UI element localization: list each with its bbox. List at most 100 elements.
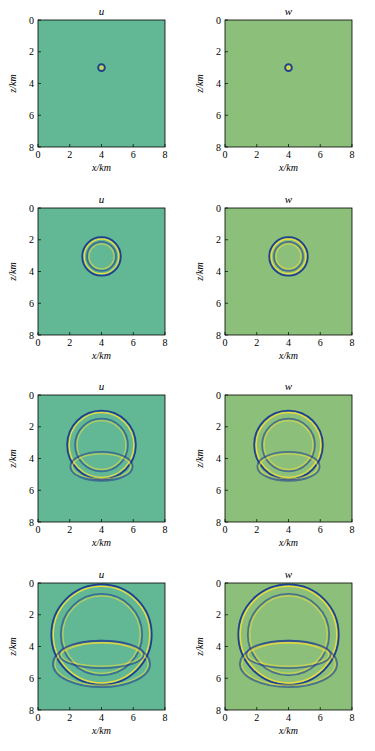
x-label: x/km [91, 162, 111, 173]
wavefront-dark [240, 641, 337, 687]
x-tick-label: 2 [254, 712, 259, 723]
x-tick-label: 8 [350, 149, 355, 160]
x-tick [165, 144, 166, 147]
y-tick-label: 6 [29, 673, 34, 684]
y-tick [38, 303, 41, 304]
y-tick-label: 6 [216, 485, 221, 496]
x-label: x/km [91, 537, 111, 548]
x-tick-label: 0 [223, 712, 228, 723]
y-label: z/km [194, 74, 205, 93]
y-tick-label: 2 [29, 234, 34, 245]
x-tick [352, 707, 353, 710]
y-tick [38, 271, 41, 272]
x-tick-label: 2 [67, 712, 72, 723]
x-tick [225, 332, 226, 335]
y-tick-label: 8 [29, 517, 34, 528]
x-tick-label: 0 [36, 712, 41, 723]
panel: 0246802468wx/kmz/km [194, 568, 355, 736]
x-tick [288, 707, 289, 710]
wavefronts [254, 411, 323, 481]
wavefront-dark [98, 64, 105, 71]
y-tick-label: 6 [29, 110, 34, 121]
panel: 0246802468wx/kmz/km [194, 5, 355, 173]
wavefront-dark [274, 242, 303, 271]
panel: 0246802468wx/kmz/km [194, 380, 355, 548]
wavefront-bright [63, 596, 140, 673]
x-tick-label: 0 [36, 149, 41, 160]
wavefront-dark [53, 641, 150, 687]
x-tick [69, 144, 70, 147]
y-tick-label: 0 [29, 390, 34, 401]
wavefront-dark [285, 64, 292, 71]
y-tick [38, 395, 41, 396]
y-tick [225, 335, 228, 336]
x-tick-label: 2 [67, 149, 72, 160]
x-tick [225, 707, 226, 710]
frame [225, 208, 352, 335]
x-label: x/km [91, 350, 111, 361]
x-tick [69, 519, 70, 522]
x-tick [165, 332, 166, 335]
y-tick-label: 0 [29, 578, 34, 589]
y-tick [225, 583, 228, 584]
x-tick [320, 519, 321, 522]
y-tick [38, 83, 41, 84]
panel: 0246802468ux/kmz/km [7, 5, 168, 173]
wavefront-dark [262, 419, 315, 472]
y-label: z/km [7, 449, 18, 468]
wavefront-bright [264, 421, 313, 470]
y-tick [225, 646, 228, 647]
y-tick [225, 271, 228, 272]
frame [38, 395, 165, 522]
y-tick [225, 522, 228, 523]
y-tick-label: 8 [216, 705, 221, 716]
y-tick-label: 0 [216, 578, 221, 589]
x-tick-label: 0 [223, 337, 228, 348]
wavefront-bright [72, 454, 130, 479]
y-tick [38, 208, 41, 209]
y-tick [38, 115, 41, 116]
x-tick [320, 332, 321, 335]
frame [38, 20, 165, 147]
background [38, 395, 165, 522]
x-tick [133, 332, 134, 335]
panel: 0246802468wx/kmz/km [194, 193, 355, 361]
x-tick [256, 332, 257, 335]
x-tick-label: 2 [67, 524, 72, 535]
wavefront-bright [271, 239, 306, 274]
title: u [99, 568, 105, 580]
y-tick-label: 8 [216, 330, 221, 341]
x-tick [225, 144, 226, 147]
y-tick-label: 2 [216, 421, 221, 432]
x-tick [133, 707, 134, 710]
background [225, 208, 352, 335]
x-tick [69, 707, 70, 710]
y-tick [38, 614, 41, 615]
frame [225, 583, 352, 710]
wavefront-bright [53, 586, 149, 682]
title: u [99, 380, 105, 392]
wavefronts [285, 64, 292, 71]
wavefront-bright [61, 643, 142, 666]
y-tick-label: 4 [216, 453, 221, 464]
wavefront-bright [276, 244, 301, 269]
x-tick [352, 519, 353, 522]
wavefront-dark [51, 584, 151, 684]
frame [225, 20, 352, 147]
x-tick [101, 707, 102, 710]
wavefronts [51, 584, 151, 687]
y-tick [38, 458, 41, 459]
frame [38, 208, 165, 335]
y-tick-label: 2 [29, 421, 34, 432]
wavefronts [238, 584, 338, 687]
x-tick-label: 2 [254, 524, 259, 535]
x-tick [256, 707, 257, 710]
y-tick-label: 2 [216, 46, 221, 57]
wavefront-dark [67, 411, 136, 480]
y-label: z/km [194, 262, 205, 281]
x-tick-label: 6 [131, 149, 136, 160]
x-tick [288, 519, 289, 522]
y-tick [225, 678, 228, 679]
y-tick [38, 426, 41, 427]
background [225, 583, 352, 710]
